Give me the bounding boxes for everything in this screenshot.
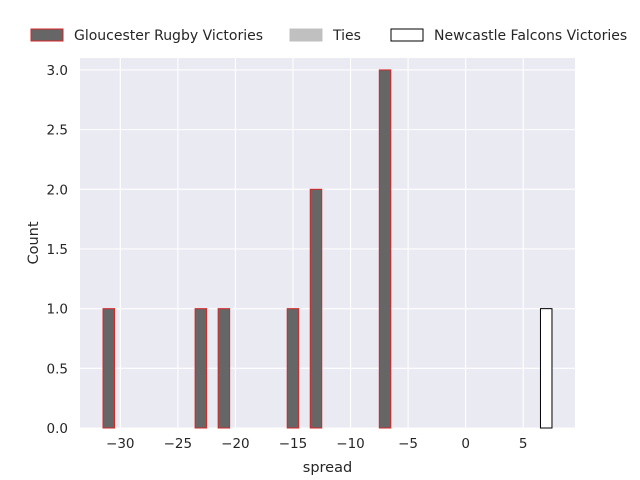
x-tick-label: −10 [336, 436, 365, 452]
legend-label-0: Gloucester Rugby Victories [74, 28, 263, 44]
y-tick-label: 2.0 [47, 182, 68, 198]
bar-series-0-0 [102, 308, 116, 429]
legend-swatch-1 [289, 28, 323, 42]
legend: Gloucester Rugby Victories Ties Newcastle … [30, 28, 627, 44]
x-tick-label: −25 [164, 436, 193, 452]
y-tick-label: 1.5 [47, 242, 68, 258]
bar-series-0-2 [217, 308, 231, 429]
y-axis: 0.0 0.5 1.0 1.5 2.0 2.5 3.0 [47, 63, 68, 437]
bar-series-0-5 [378, 69, 392, 429]
legend-swatch-2 [390, 28, 424, 42]
x-tick-label: 5 [519, 436, 528, 452]
y-tick-label: 1.0 [47, 302, 68, 318]
plot-background [80, 58, 575, 428]
x-axis: −30 −25 −20 −15 −10 −5 0 5 [106, 436, 527, 452]
legend-label-1: Ties [332, 28, 361, 44]
bars [102, 69, 553, 429]
legend-label-2: Newcastle Falcons Victories [434, 28, 627, 44]
grid [80, 58, 575, 429]
bar-series-2-0 [539, 308, 553, 429]
x-tick-label: −30 [106, 436, 135, 452]
y-axis-label: Count [26, 221, 42, 264]
legend-swatch-0 [30, 28, 64, 42]
x-axis-label: spread [303, 460, 352, 476]
bar-series-0-4 [309, 188, 323, 429]
x-tick-label: −15 [279, 436, 308, 452]
y-tick-label: 0.5 [47, 361, 68, 377]
x-tick-label: −5 [398, 436, 418, 452]
y-tick-label: 3.0 [47, 63, 68, 79]
x-tick-label: 0 [461, 436, 470, 452]
x-tick-label: −20 [221, 436, 250, 452]
y-tick-label: 0.0 [47, 421, 68, 437]
y-tick-label: 2.5 [47, 123, 68, 139]
bar-series-0-3 [286, 308, 300, 429]
bar-series-0-1 [194, 308, 208, 429]
